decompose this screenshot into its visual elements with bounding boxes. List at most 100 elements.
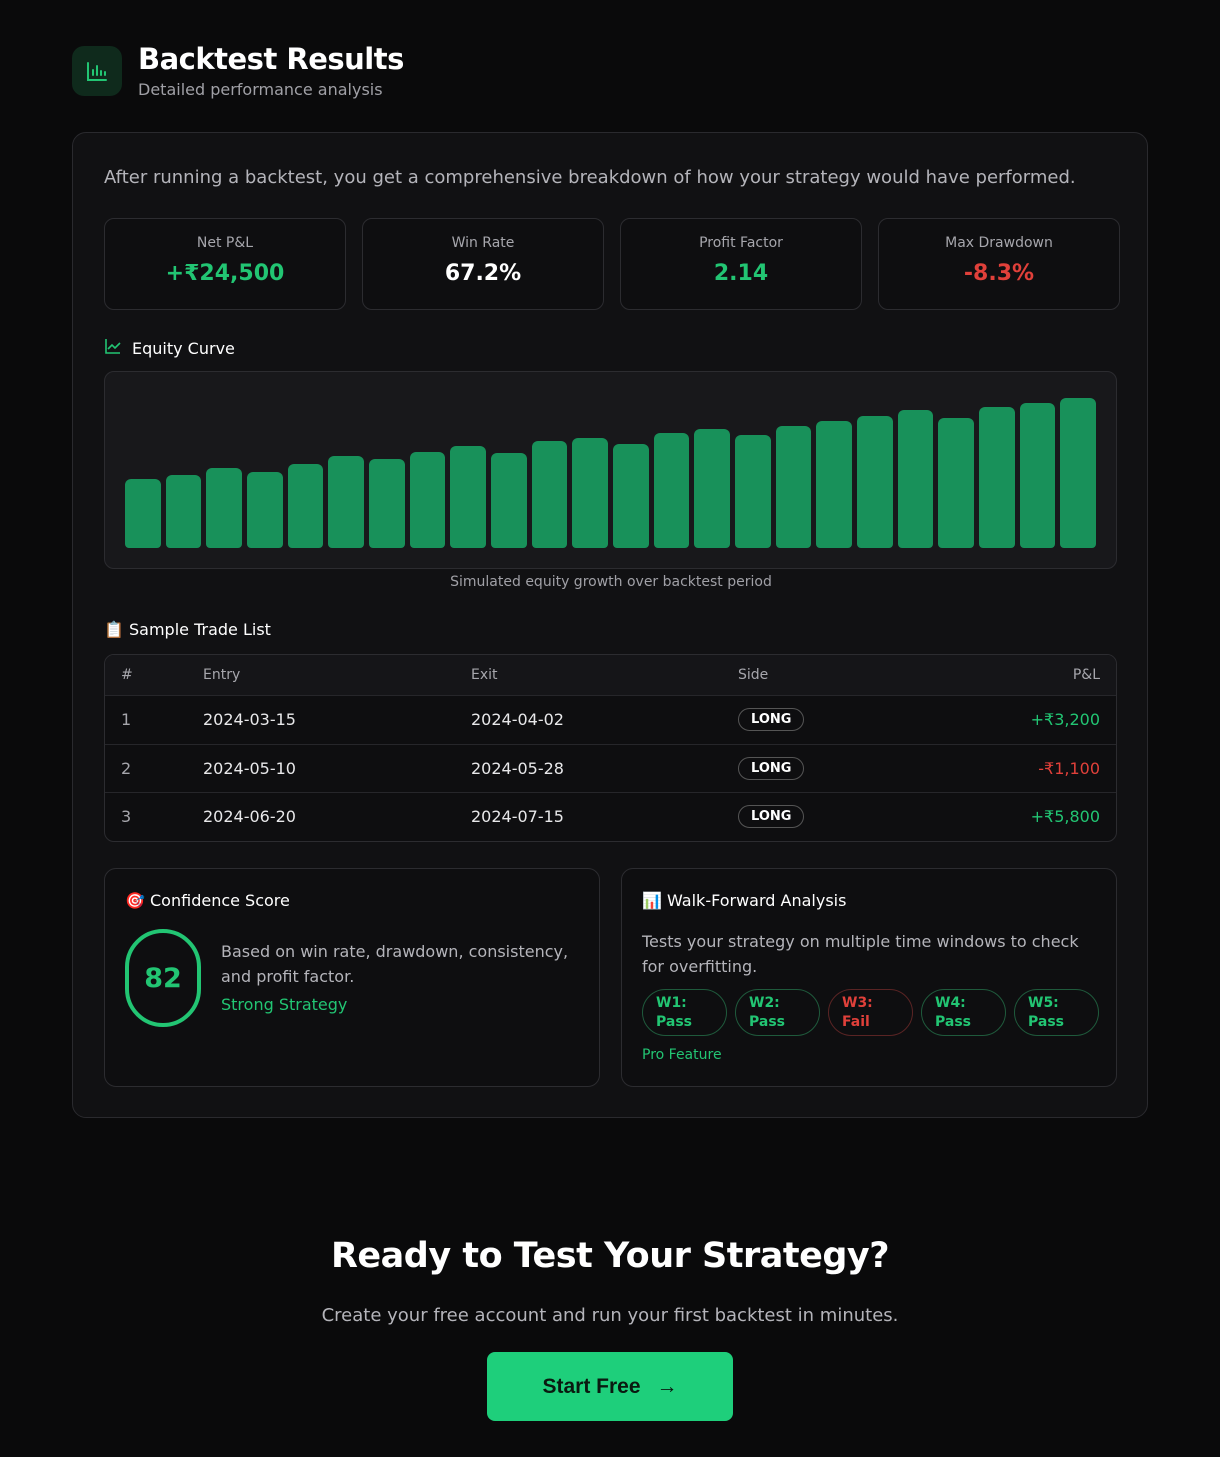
results-panel: After running a backtest, you get a comp… bbox=[72, 132, 1148, 1118]
equity-bar bbox=[125, 479, 161, 548]
equity-bar bbox=[897, 410, 934, 548]
trade-entry: 2024-03-15 bbox=[203, 710, 296, 730]
trade-entry: 2024-06-20 bbox=[203, 807, 296, 827]
trade-table: # Entry Exit Side P&L 1 2024-03-15 2024-… bbox=[104, 654, 1117, 842]
line-chart-icon bbox=[104, 337, 122, 359]
equity-bar bbox=[328, 456, 365, 548]
bar-chart-icon bbox=[72, 45, 122, 96]
stat-value: 67.2% bbox=[444, 261, 522, 286]
trade-num: 2 bbox=[121, 758, 132, 778]
window-badge: W1: Pass bbox=[642, 989, 727, 1036]
stat-value: +₹24,500 bbox=[165, 261, 285, 286]
window-badge: W5: Pass bbox=[1014, 989, 1099, 1036]
stat-label: Net P&L bbox=[196, 235, 254, 251]
equity-heading: Equity Curve bbox=[104, 337, 235, 359]
equity-bar bbox=[1019, 402, 1056, 548]
trade-pnl: +₹5,800 bbox=[1030, 807, 1100, 827]
side-badge: LONG bbox=[738, 708, 805, 732]
equity-bar bbox=[775, 425, 812, 548]
stat-profit-factor: Profit Factor 2.14 bbox=[620, 218, 862, 310]
stat-max-drawdown: Max Drawdown -8.3% bbox=[878, 218, 1120, 310]
walk-forward-desc: Tests your strategy on multiple time win… bbox=[642, 932, 1079, 976]
trade-pnl: -₹1,100 bbox=[1038, 758, 1100, 778]
cta-title: Ready to Test Your Strategy? bbox=[330, 1236, 890, 1276]
arrow-right-icon: → bbox=[656, 1374, 678, 1398]
window-result: Pass bbox=[1028, 1014, 1064, 1030]
trade-exit: 2024-04-02 bbox=[471, 710, 564, 730]
equity-bar bbox=[857, 416, 893, 548]
window-result: Fail bbox=[842, 1014, 870, 1030]
trade-num: 3 bbox=[121, 807, 132, 827]
walk-forward-title: 📊 Walk-Forward Analysis bbox=[642, 891, 847, 910]
window-result: Pass bbox=[935, 1014, 971, 1030]
page-subtitle: Detailed performance analysis bbox=[138, 80, 383, 99]
equity-bar bbox=[938, 417, 975, 548]
table-row: 1 2024-03-15 2024-04-02 LONG +₹3,200 bbox=[105, 695, 1116, 744]
equity-chart bbox=[104, 371, 1117, 569]
stat-label: Win Rate bbox=[451, 235, 515, 251]
trade-pnl: +₹3,200 bbox=[1030, 710, 1100, 730]
equity-bar bbox=[450, 445, 487, 548]
trade-num: 1 bbox=[121, 710, 132, 730]
equity-bar bbox=[165, 474, 202, 548]
equity-bar bbox=[247, 471, 283, 548]
stat-label: Profit Factor bbox=[699, 235, 783, 251]
equity-bar bbox=[816, 421, 853, 548]
window-badge: W3: Fail bbox=[828, 989, 913, 1036]
window-label: W3: bbox=[842, 995, 873, 1011]
equity-bar bbox=[491, 453, 527, 548]
window-label: W1: bbox=[656, 995, 687, 1011]
window-result: Pass bbox=[656, 1014, 692, 1030]
start-free-button[interactable]: Start Free → bbox=[487, 1352, 733, 1421]
table-header: # Entry Exit Side P&L bbox=[105, 655, 1116, 695]
equity-title: Equity Curve bbox=[132, 338, 235, 358]
stat-win-rate: Win Rate 67.2% bbox=[362, 218, 604, 310]
equity-bar bbox=[979, 407, 1015, 548]
col-side: Side bbox=[738, 667, 769, 683]
side-badge: LONG bbox=[738, 756, 805, 780]
col-num: # bbox=[121, 667, 133, 683]
intro-text: After running a backtest, you get a comp… bbox=[104, 167, 1076, 188]
window-badge: W4: Pass bbox=[921, 989, 1006, 1036]
equity-bar bbox=[409, 451, 446, 548]
confidence-score: 82 bbox=[125, 929, 201, 1027]
window-result: Pass bbox=[749, 1014, 785, 1030]
page-title: Backtest Results bbox=[138, 42, 404, 76]
stat-label: Max Drawdown bbox=[945, 235, 1053, 251]
trade-exit: 2024-05-28 bbox=[471, 758, 564, 778]
equity-bar bbox=[531, 440, 568, 548]
equity-bar bbox=[735, 434, 771, 548]
side-badge: LONG bbox=[738, 805, 805, 829]
col-exit: Exit bbox=[471, 667, 498, 683]
window-badge: W2: Pass bbox=[735, 989, 820, 1036]
equity-bar bbox=[287, 463, 324, 548]
stat-net-pnl: Net P&L +₹24,500 bbox=[104, 218, 346, 310]
stats-row: Net P&L +₹24,500 Win Rate 67.2% Profit Fac… bbox=[104, 218, 1120, 310]
equity-bar bbox=[613, 443, 649, 548]
window-label: W2: bbox=[749, 995, 780, 1011]
equity-bars bbox=[125, 395, 1097, 548]
start-free-label: Start Free bbox=[542, 1374, 641, 1398]
equity-caption: Simulated equity growth over backtest pe… bbox=[450, 574, 772, 590]
walk-forward-card: 📊 Walk-Forward Analysis Tests your strat… bbox=[621, 868, 1117, 1087]
confidence-title: 🎯 Confidence Score bbox=[125, 891, 290, 910]
trade-entry: 2024-05-10 bbox=[203, 758, 296, 778]
table-row: 2 2024-05-10 2024-05-28 LONG -₹1,100 bbox=[105, 743, 1116, 793]
equity-bar bbox=[369, 459, 405, 548]
stat-value: -8.3% bbox=[963, 261, 1035, 286]
equity-bar bbox=[206, 468, 243, 548]
trade-exit: 2024-07-15 bbox=[471, 807, 564, 827]
trades-title: 📋 Sample Trade List bbox=[104, 620, 271, 639]
equity-bar bbox=[653, 433, 690, 548]
cta-subtitle: Create your free account and run your fi… bbox=[321, 1305, 899, 1326]
window-label: W4: bbox=[935, 995, 966, 1011]
pro-feature-label: Pro Feature bbox=[642, 1047, 722, 1063]
equity-bar bbox=[1060, 398, 1097, 548]
confidence-card: 🎯 Confidence Score 82 Based on win rate,… bbox=[104, 868, 600, 1087]
stat-value: 2.14 bbox=[713, 261, 769, 286]
equity-bar bbox=[694, 428, 731, 548]
col-pnl: P&L bbox=[1072, 667, 1100, 683]
page-header: Backtest Results Detailed performance an… bbox=[72, 42, 404, 99]
table-row: 3 2024-06-20 2024-07-15 LONG +₹5,800 bbox=[105, 792, 1116, 841]
window-label: W5: bbox=[1028, 995, 1059, 1011]
